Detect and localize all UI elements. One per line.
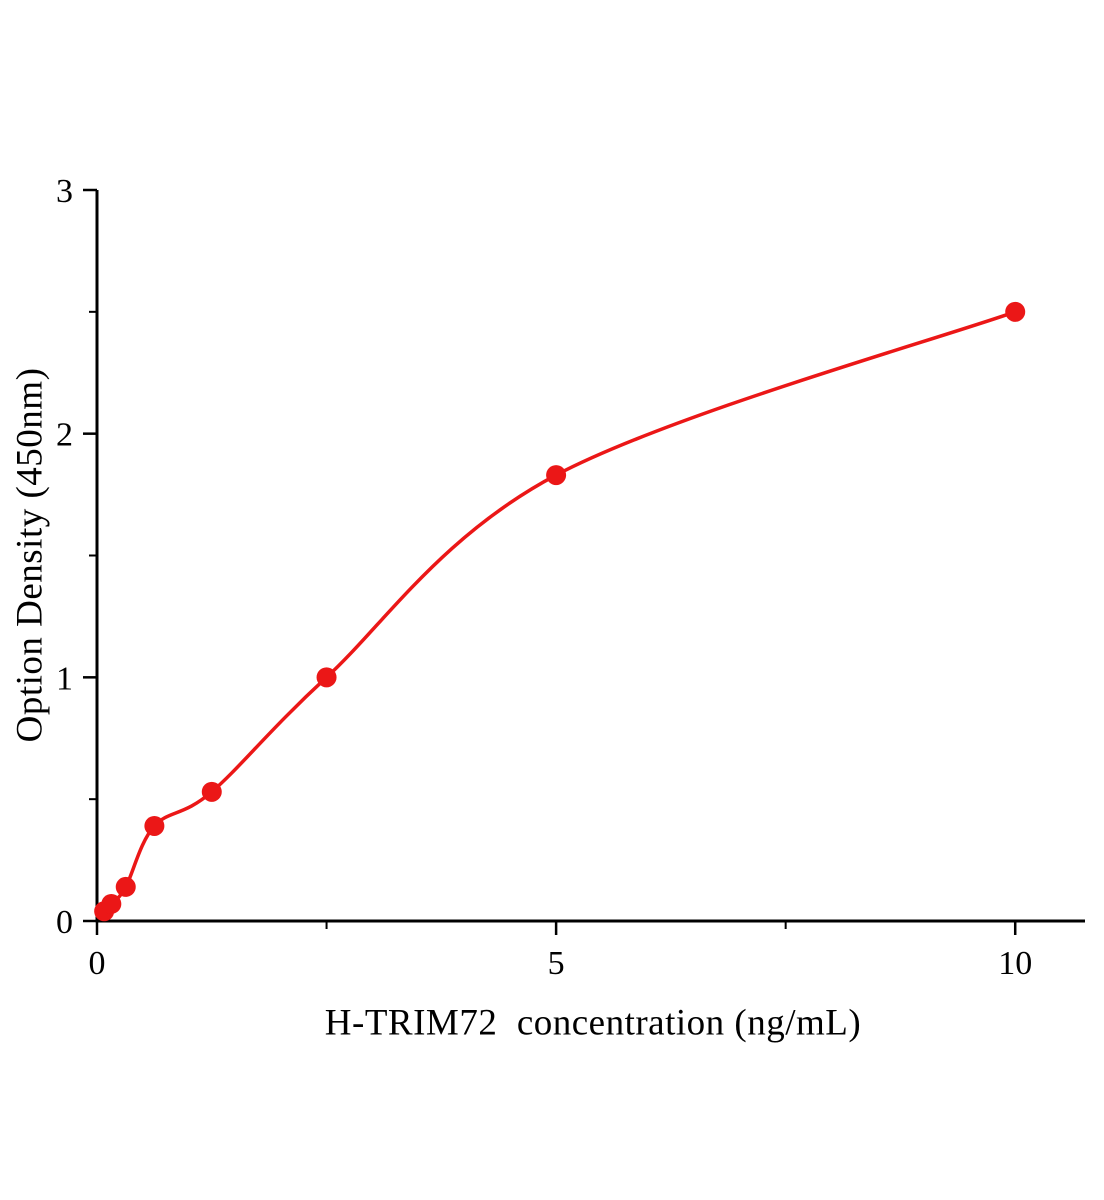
y-tick-label: 1	[56, 660, 73, 697]
y-axis-title: Option Density (450nm)	[9, 367, 51, 743]
data-point	[115, 876, 136, 897]
x-tick-label: 10	[998, 945, 1032, 982]
x-tick-label: 5	[548, 945, 565, 982]
data-point	[201, 781, 222, 802]
y-tick-label: 0	[56, 904, 73, 941]
data-point	[144, 815, 165, 836]
fit-curve	[102, 310, 1017, 914]
data-point	[316, 667, 337, 688]
x-tick-label: 0	[89, 945, 106, 982]
data-point	[1005, 301, 1026, 322]
y-tick-label: 3	[56, 173, 73, 210]
data-point	[101, 893, 122, 914]
x-axis-title: H-TRIM72 concentration (ng/mL)	[324, 1002, 862, 1044]
data-point	[546, 465, 567, 486]
y-tick-label: 2	[56, 417, 73, 454]
